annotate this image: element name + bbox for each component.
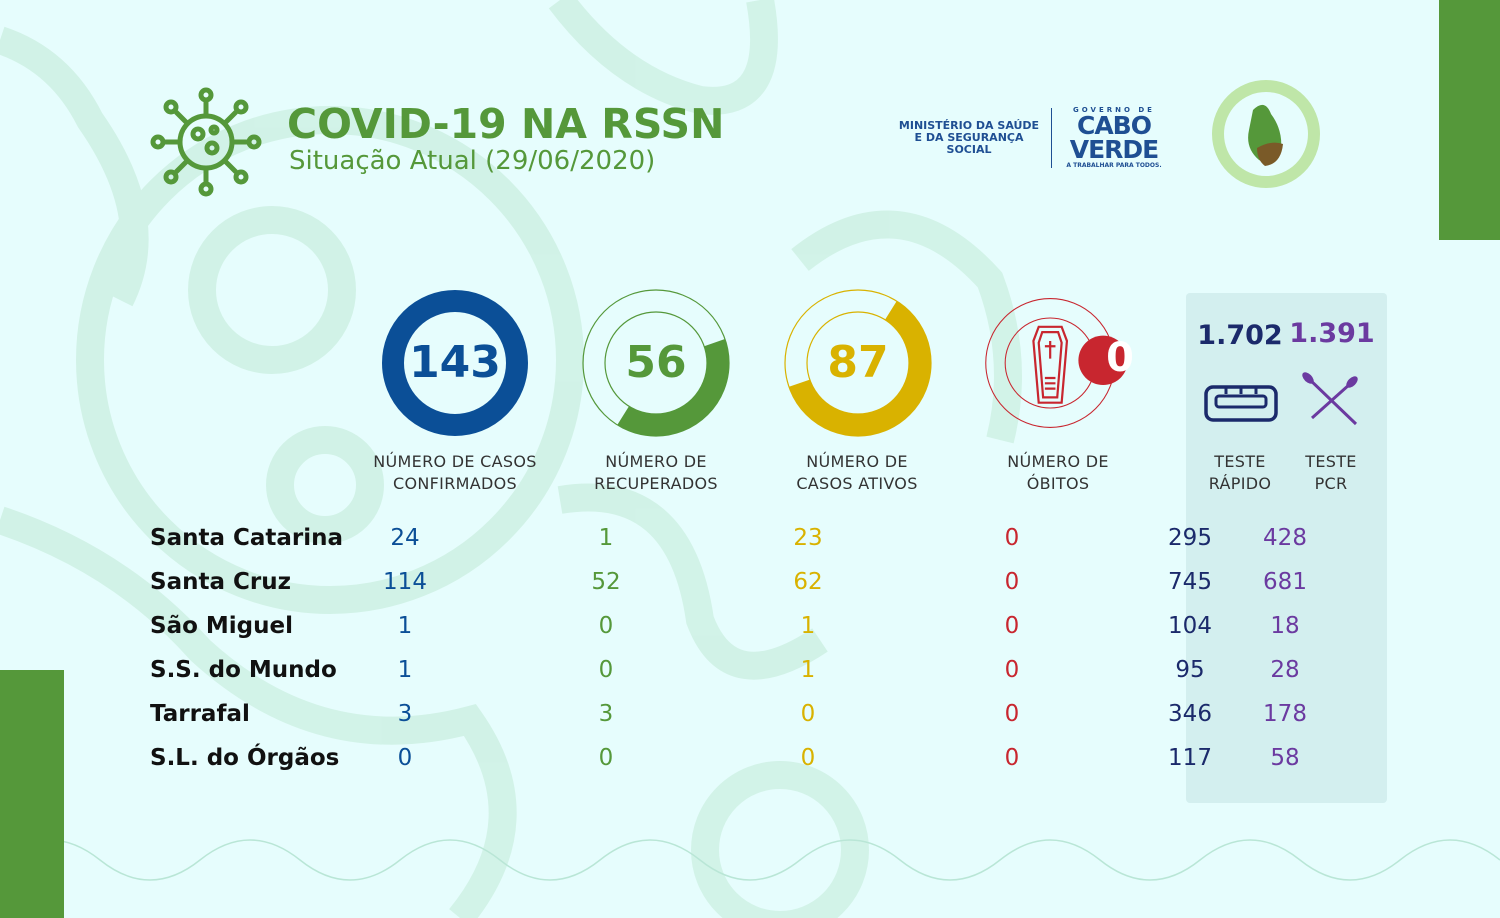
- active-cell: 1: [800, 657, 816, 683]
- cv-top: GOVERNO DE: [1073, 106, 1155, 114]
- page-title: COVID-19 NA RSSN: [287, 100, 725, 148]
- ministry-logo-text: MINISTÉRIO DA SAÚDE E DA SEGURANÇA SOCIA…: [898, 119, 1040, 156]
- active-cell: 1: [800, 613, 816, 639]
- recovered-cell: 0: [598, 745, 614, 771]
- cv-tagline: A TRABALHAR PARA TODOS.: [1066, 162, 1162, 169]
- pcr-swab-icon: [1302, 372, 1358, 426]
- active-total: 87: [827, 337, 889, 388]
- municipality-name: Tarrafal: [150, 701, 250, 727]
- confirmed-cell: 0: [397, 745, 413, 771]
- cabo-verde-logo: GOVERNO DE CABO VERDE A TRABALHAR PARA T…: [1066, 106, 1162, 169]
- label-line: NÚMERO DE: [605, 452, 707, 471]
- deaths-cell: 0: [1004, 525, 1020, 551]
- label-line: NÚMERO DE CASOS: [373, 452, 537, 471]
- rapid-cell: 95: [1175, 657, 1205, 683]
- cv-line2: VERDE: [1069, 135, 1160, 164]
- recovered-cell: 0: [598, 657, 614, 683]
- logo-divider: [1051, 108, 1052, 168]
- active-cell: 0: [800, 745, 816, 771]
- label-line: TESTE: [1305, 452, 1357, 471]
- label-line: TESTE: [1214, 452, 1266, 471]
- coffin-icon: [1032, 325, 1069, 404]
- cv-line1: CABO: [1076, 111, 1152, 140]
- recovered-total: 56: [625, 337, 687, 388]
- recovered-cell: 3: [598, 701, 614, 727]
- confirmed-cell: 1: [397, 657, 413, 683]
- recovered-arc: [583, 290, 729, 436]
- confirmed-cell: 24: [390, 525, 420, 551]
- pcr-cell: 58: [1270, 745, 1300, 771]
- rapid-cell: 745: [1168, 569, 1212, 595]
- deaths-total: 0: [1106, 335, 1134, 381]
- deaths-ring: [985, 298, 1128, 428]
- confirmed-cell: 1: [397, 613, 413, 639]
- active-cell: 23: [793, 525, 823, 551]
- confirmed-cell: 114: [383, 569, 427, 595]
- rapid-label: TESTE RÁPIDO: [1140, 451, 1340, 495]
- confirmed-label: NÚMERO DE CASOS CONFIRMADOS: [355, 451, 555, 495]
- confirmed-total: 143: [409, 337, 501, 388]
- recovered-label: NÚMERO DE RECUPERADOS: [556, 451, 756, 495]
- deaths-cell: 0: [1004, 657, 1020, 683]
- label-line: CONFIRMADOS: [393, 474, 517, 493]
- label-line: NÚMERO DE: [1007, 452, 1109, 471]
- accent-bar-top-right: [1439, 0, 1500, 240]
- rapid-cell: 346: [1168, 701, 1212, 727]
- deaths-cell: 0: [1004, 569, 1020, 595]
- label-line: RÁPIDO: [1208, 474, 1272, 493]
- municipality-name: S.L. do Órgãos: [150, 745, 340, 771]
- rapid-cell: 104: [1168, 613, 1212, 639]
- recovered-ring: [582, 289, 730, 437]
- pcr-cell: 681: [1263, 569, 1307, 595]
- pcr-cell: 18: [1270, 613, 1300, 639]
- deaths-cell: 0: [1004, 701, 1020, 727]
- table-row: Santa Catarina 24 1 23 0 295 428: [150, 525, 1370, 555]
- confirmed-cell: 3: [397, 701, 413, 727]
- municipality-name: Santa Catarina: [150, 525, 344, 551]
- municipality-name: Santa Cruz: [150, 569, 291, 595]
- table-row: S.S. do Mundo 1 0 1 0 95 28: [150, 657, 1370, 687]
- deaths-label: NÚMERO DE ÓBITOS: [958, 451, 1158, 495]
- rapid-cell: 117: [1168, 745, 1212, 771]
- recovered-cell: 52: [591, 569, 621, 595]
- table-row: S.L. do Órgãos 0 0 0 0 117 58: [150, 745, 1370, 775]
- table-row: Santa Cruz 114 52 62 0 745 681: [150, 569, 1370, 599]
- deaths-cell: 0: [1004, 745, 1020, 771]
- rapid-cell: 295: [1168, 525, 1212, 551]
- pcr-cell: 28: [1270, 657, 1300, 683]
- rapid-test-icon: [1204, 385, 1278, 422]
- label-line: RECUPERADOS: [594, 474, 718, 493]
- recovered-cell: 1: [598, 525, 614, 551]
- region-seal-logo: [1212, 80, 1320, 188]
- confirmed-ring: [382, 290, 528, 436]
- active-cell: 0: [800, 701, 816, 727]
- accent-bar-bottom-left: [0, 670, 64, 918]
- table-row: São Miguel 1 0 1 0 104 18: [150, 613, 1370, 643]
- page-subtitle: Situação Atual (29/06/2020): [289, 146, 656, 176]
- pcr-cell: 178: [1263, 701, 1307, 727]
- rapid-test-total: 1.702: [1197, 320, 1283, 351]
- active-ring: [784, 289, 932, 437]
- active-cell: 62: [793, 569, 823, 595]
- municipality-name: São Miguel: [150, 613, 293, 639]
- label-line: PCR: [1314, 474, 1348, 493]
- pcr-test-total: 1.391: [1289, 318, 1375, 349]
- label-line: CASOS ATIVOS: [796, 474, 918, 493]
- table-row: Tarrafal 3 3 0 0 346 178: [150, 701, 1370, 731]
- pcr-label: TESTE PCR: [1231, 451, 1431, 495]
- active-label: NÚMERO DE CASOS ATIVOS: [757, 451, 957, 495]
- label-line: ÓBITOS: [1026, 474, 1090, 493]
- virus-icon: [150, 87, 262, 197]
- deaths-cell: 0: [1004, 613, 1020, 639]
- recovered-cell: 0: [598, 613, 614, 639]
- pcr-cell: 428: [1263, 525, 1307, 551]
- label-line: NÚMERO DE: [806, 452, 908, 471]
- municipality-name: S.S. do Mundo: [150, 657, 337, 683]
